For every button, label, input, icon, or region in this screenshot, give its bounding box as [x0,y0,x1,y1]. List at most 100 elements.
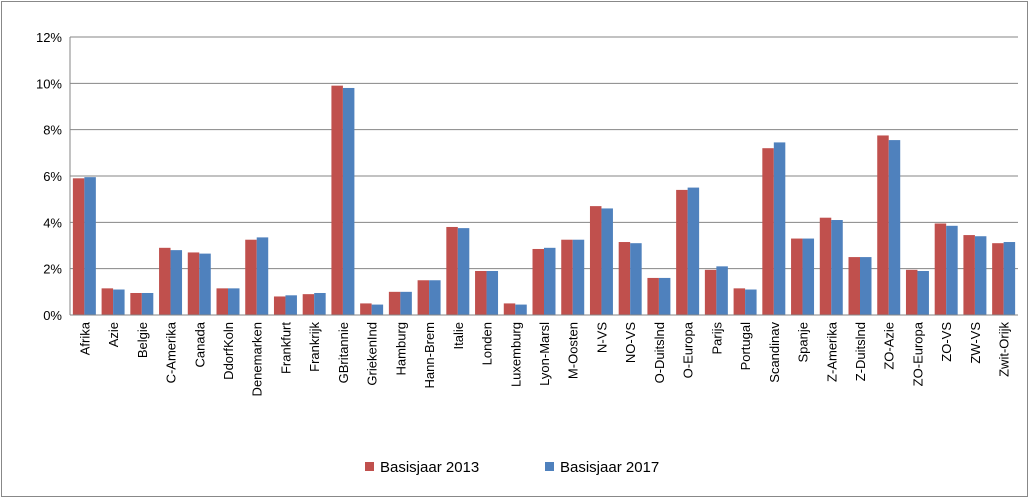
bar [388,291,401,315]
bar [446,226,458,315]
bar [503,303,516,315]
bar [618,242,631,315]
y-tick-label: 12% [36,30,62,45]
bar [400,291,412,315]
x-tick-label: O-Duitslnd [652,322,667,383]
bar [992,243,1004,315]
bar [589,206,602,315]
bar [141,292,154,315]
x-tick-label: Denemarken [250,322,265,396]
x-tick-label: Italie [451,322,466,349]
bar [475,270,487,315]
bar [544,247,556,315]
x-tick-label: Z-Amerika [824,321,839,382]
bar [72,178,85,315]
bar [946,225,958,315]
x-tick-label: Hamburg [393,322,408,375]
x-tick-label: Hann-Brem [422,322,437,388]
x-tick-label: Frankfurt [278,322,293,374]
x-tick-label: NO-VS [623,322,638,364]
x-tick-label: GBritannie [336,322,351,383]
bar [745,289,757,315]
bar [819,217,832,315]
x-tick-label: Lyon-Marsl [537,322,552,386]
bar [888,140,901,315]
bar [647,277,659,315]
bar [84,177,96,315]
bar [532,248,544,315]
bar [687,187,700,315]
bar [256,237,269,315]
bar [561,239,573,315]
bar [572,239,585,315]
bar [101,288,114,315]
bar [762,148,774,315]
x-tick-label: C-Amerika [164,321,179,383]
x-tick-label: Frankrijk [307,322,322,372]
x-tick-label: ZO-VS [939,322,954,362]
x-tick-label: Azie [106,322,121,347]
x-tick-label: Scandinav [767,322,782,383]
bar [302,294,315,315]
bar [273,296,286,315]
bar [342,87,355,315]
x-tick-label: Londen [480,322,495,365]
bar [905,269,918,315]
legend-swatch [545,462,554,471]
bar [159,247,171,315]
bar [457,228,470,315]
bar [371,304,384,315]
x-tick-label: Z-Duitslnd [853,322,868,381]
bar [216,288,228,315]
bar [848,257,860,315]
legend-label: Basisjaar 2013 [380,459,479,476]
bar [331,85,343,316]
bar [314,292,326,315]
x-tick-label: ZO-Azie [882,322,897,370]
x-tick-label: GriekenInd [365,322,380,386]
bar [658,277,671,315]
bar [245,239,257,315]
x-tick-label: Afrika [77,321,92,355]
x-tick-label: ZO-Europa [910,321,925,386]
bar [601,208,613,315]
x-tick-label: Canada [192,321,207,367]
legend-label: Basisjaar 2017 [560,459,659,476]
x-tick-label: Zwit-Orijk [997,322,1012,377]
x-tick-label: O-Europa [681,321,696,378]
bar [630,243,642,315]
x-tick-label: ZW-VS [968,322,983,364]
x-tick-label: Spanje [796,322,811,362]
bar [791,238,803,315]
legend-swatch [365,462,374,471]
bar [773,142,786,315]
y-tick-label: 6% [43,169,62,184]
bar [113,289,125,315]
bar [486,270,499,315]
y-tick-label: 2% [43,262,62,277]
x-tick-label: Parijs [709,322,724,355]
bar [831,220,843,315]
bar [974,236,987,315]
x-tick-label: Luxemburg [508,322,523,387]
bar [429,280,441,315]
bar [130,292,142,315]
bar [187,252,200,315]
bar [733,288,746,315]
bar [228,288,240,315]
x-tick-label: DdorfKoln [221,322,236,380]
bar [417,280,430,315]
bar [1003,242,1016,315]
bar [170,250,183,315]
y-tick-label: 4% [43,215,62,230]
bar [285,295,297,315]
bar [802,238,815,315]
bar [704,269,717,315]
x-tick-label: N-VS [594,322,609,353]
y-tick-label: 10% [36,76,62,91]
bar [963,235,975,315]
bar [676,189,688,315]
bar [716,266,728,315]
